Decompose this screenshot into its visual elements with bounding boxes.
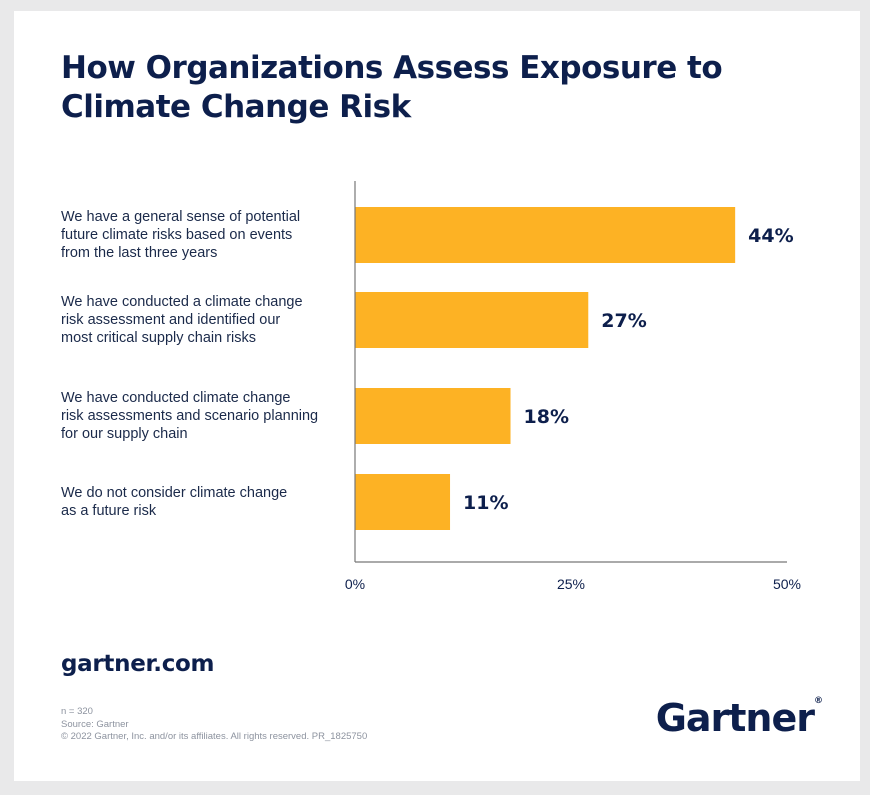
category-label: We have conducted a climate change risk a… bbox=[61, 293, 346, 347]
category-label-line: as a future risk bbox=[61, 503, 157, 519]
data-label: 27% bbox=[601, 310, 646, 332]
category-label-line: We do not consider climate change bbox=[61, 485, 288, 501]
category-label-line: for our supply chain bbox=[61, 426, 188, 442]
data-label: 11% bbox=[463, 492, 508, 514]
logo-text: Gartner bbox=[655, 696, 815, 740]
category-label-line: We have conducted climate change bbox=[61, 390, 291, 406]
category-label-line: most critical supply chain risks bbox=[61, 330, 256, 346]
website-link[interactable]: gartner.com bbox=[61, 651, 215, 677]
bar bbox=[355, 292, 589, 348]
bar-chart: 44% 27% 18% 11% 0% 25% 50% bbox=[345, 181, 801, 592]
category-label-line: from the last three years bbox=[61, 245, 218, 261]
bar bbox=[355, 207, 736, 263]
category-label: We do not consider climate change as a fu… bbox=[61, 484, 346, 520]
category-label-line: future climate risks based on events bbox=[61, 227, 293, 243]
category-label: We have a general sense of potential futu… bbox=[61, 208, 346, 262]
footnotes: n = 320 Source: Gartner © 2022 Gartner, … bbox=[61, 706, 367, 744]
category-label: We have conducted climate change risk ass… bbox=[61, 389, 346, 443]
data-label: 18% bbox=[524, 406, 569, 428]
category-label-line: risk assessments and scenario planning bbox=[61, 408, 319, 424]
x-tick-label: 50% bbox=[773, 576, 801, 592]
gartner-logo: Gartner® bbox=[656, 696, 823, 740]
chart-title: How Organizations Assess Exposure to Cli… bbox=[61, 50, 723, 125]
infographic-card: How Organizations Assess Exposure to Cli… bbox=[14, 11, 860, 781]
x-tick-label: 25% bbox=[557, 576, 585, 592]
copyright-note: © 2022 Gartner, Inc. and/or its affiliat… bbox=[61, 731, 368, 742]
category-label-line: risk assessment and identified our bbox=[61, 312, 281, 328]
source-note: Source: Gartner bbox=[61, 718, 129, 730]
category-label-line: We have a general sense of potential bbox=[61, 209, 301, 225]
x-tick-label: 0% bbox=[345, 576, 365, 592]
bar bbox=[355, 474, 451, 530]
data-label: 44% bbox=[748, 225, 793, 247]
sample-size-note: n = 320 bbox=[61, 706, 93, 717]
category-label-line: We have conducted a climate change bbox=[61, 294, 303, 310]
bar bbox=[355, 388, 511, 444]
logo-registered-mark: ® bbox=[814, 696, 823, 706]
